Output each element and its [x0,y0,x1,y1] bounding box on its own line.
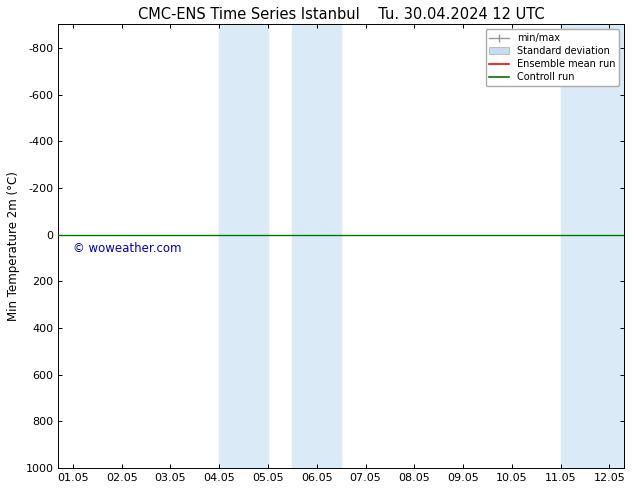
Y-axis label: Min Temperature 2m (°C): Min Temperature 2m (°C) [7,172,20,321]
Legend: min/max, Standard deviation, Ensemble mean run, Controll run: min/max, Standard deviation, Ensemble me… [486,29,619,86]
Bar [292,24,341,468]
Title: CMC-ENS Time Series Istanbul    Tu. 30.04.2024 12 UTC: CMC-ENS Time Series Istanbul Tu. 30.04.2… [138,7,545,22]
Bar [560,24,633,468]
Bar [219,24,268,468]
Text: © woweather.com: © woweather.com [74,242,182,255]
